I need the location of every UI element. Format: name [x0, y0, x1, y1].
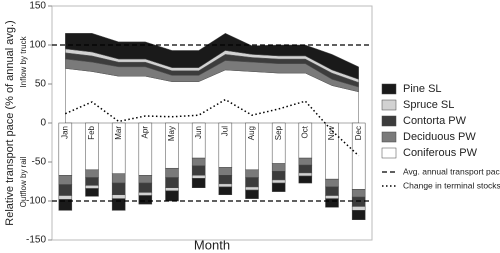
legend-label: Deciduous PW — [403, 131, 476, 143]
bar-segment — [245, 177, 259, 188]
legend-swatch — [381, 99, 397, 111]
bar-segment — [351, 196, 366, 207]
x-tick-label: Aug — [247, 126, 256, 140]
legend-swatch — [381, 83, 397, 95]
x-tick-label: Jul — [220, 126, 229, 136]
bar-segment — [271, 171, 286, 181]
x-tick-label: Jun — [194, 126, 203, 139]
upper-label: Inflow by truck — [19, 35, 28, 87]
area-layer — [65, 33, 359, 80]
bar-segment — [298, 157, 313, 166]
bar-segment — [351, 210, 366, 220]
bar-segment — [325, 186, 339, 196]
bar-segment — [111, 173, 126, 184]
bar-segment — [218, 167, 233, 176]
legend-label: Contorta PW — [403, 115, 467, 127]
bar-segment — [165, 187, 179, 192]
bar-segment — [325, 178, 339, 188]
y-tick-label: 50 — [35, 79, 47, 90]
bar-segment — [138, 192, 153, 196]
legend-label: Spruce SL — [403, 99, 454, 111]
bar-segment — [165, 190, 179, 202]
bar-segment — [58, 199, 73, 211]
x-tick-label: Oct — [300, 125, 309, 138]
bar-segment — [191, 178, 206, 188]
x-tick-label: Mar — [114, 126, 123, 140]
x-tick-label: Jan — [60, 126, 69, 139]
legend-swatch — [381, 147, 397, 159]
y-tick-label: -100 — [26, 196, 46, 207]
bar-segment — [325, 198, 339, 208]
x-tick-label: Dec — [354, 126, 363, 140]
bar-segment — [138, 195, 153, 205]
x-tick-label: Apr — [140, 126, 149, 139]
x-tick-label: May — [167, 126, 176, 141]
bar-segment — [218, 175, 233, 185]
bar-segment — [165, 177, 179, 188]
bar-segment — [58, 184, 73, 196]
x-tick-label: Sep — [274, 125, 283, 140]
bar-segment — [85, 188, 99, 197]
bar-segment — [111, 182, 126, 196]
bar-segment — [245, 169, 259, 178]
bar-segment — [191, 175, 206, 179]
bar-segment — [271, 182, 286, 192]
x-axis-title: Month — [194, 237, 230, 252]
legend-label: Change in terminal stocks — [403, 180, 500, 190]
bar-segment — [191, 165, 206, 176]
bar-segment — [191, 157, 206, 167]
legend-label: Avg. annual transport pace — [403, 166, 500, 176]
bar-segment — [218, 186, 233, 196]
y-tick-label: 150 — [29, 1, 46, 12]
x-tick-label: Feb — [87, 125, 96, 139]
y-tick-label: 100 — [29, 40, 46, 51]
bar-segment — [58, 175, 73, 185]
bar-segment — [58, 195, 73, 200]
bar-segment — [138, 175, 153, 184]
bar-segment — [298, 172, 313, 177]
y-tick-label: 0 — [40, 118, 46, 129]
legend-label: Coniferous PW — [403, 147, 478, 159]
bar-segment — [298, 164, 313, 174]
legend-label: Pine SL — [403, 83, 442, 95]
bar-segment — [85, 169, 99, 178]
bar-segment — [111, 198, 126, 211]
bar-segment — [245, 189, 259, 199]
legend-swatch — [381, 131, 397, 143]
bar-segment — [351, 189, 366, 198]
bar-segment — [138, 182, 153, 193]
stocks-line — [65, 98, 360, 157]
bar-segment — [111, 194, 126, 199]
x-tick-label: Nov — [327, 126, 336, 140]
bar-segment — [165, 167, 179, 178]
bar-segment — [298, 175, 313, 184]
bar-segment — [85, 185, 99, 189]
legend-swatch — [381, 115, 397, 127]
bar-segment — [218, 183, 233, 188]
bar-segment — [271, 163, 286, 172]
bar-segment — [245, 186, 259, 191]
y-tick-label: -50 — [32, 157, 47, 168]
y-axis-title: Relative transport pace (% of annual avg… — [4, 20, 16, 225]
lower-label: Outflow by rail — [19, 156, 28, 207]
y-tick-label: -150 — [26, 235, 46, 246]
bar-segment — [325, 195, 339, 199]
bar-segment — [351, 206, 366, 211]
bar-segment — [85, 177, 99, 186]
bar-segment — [271, 179, 286, 184]
